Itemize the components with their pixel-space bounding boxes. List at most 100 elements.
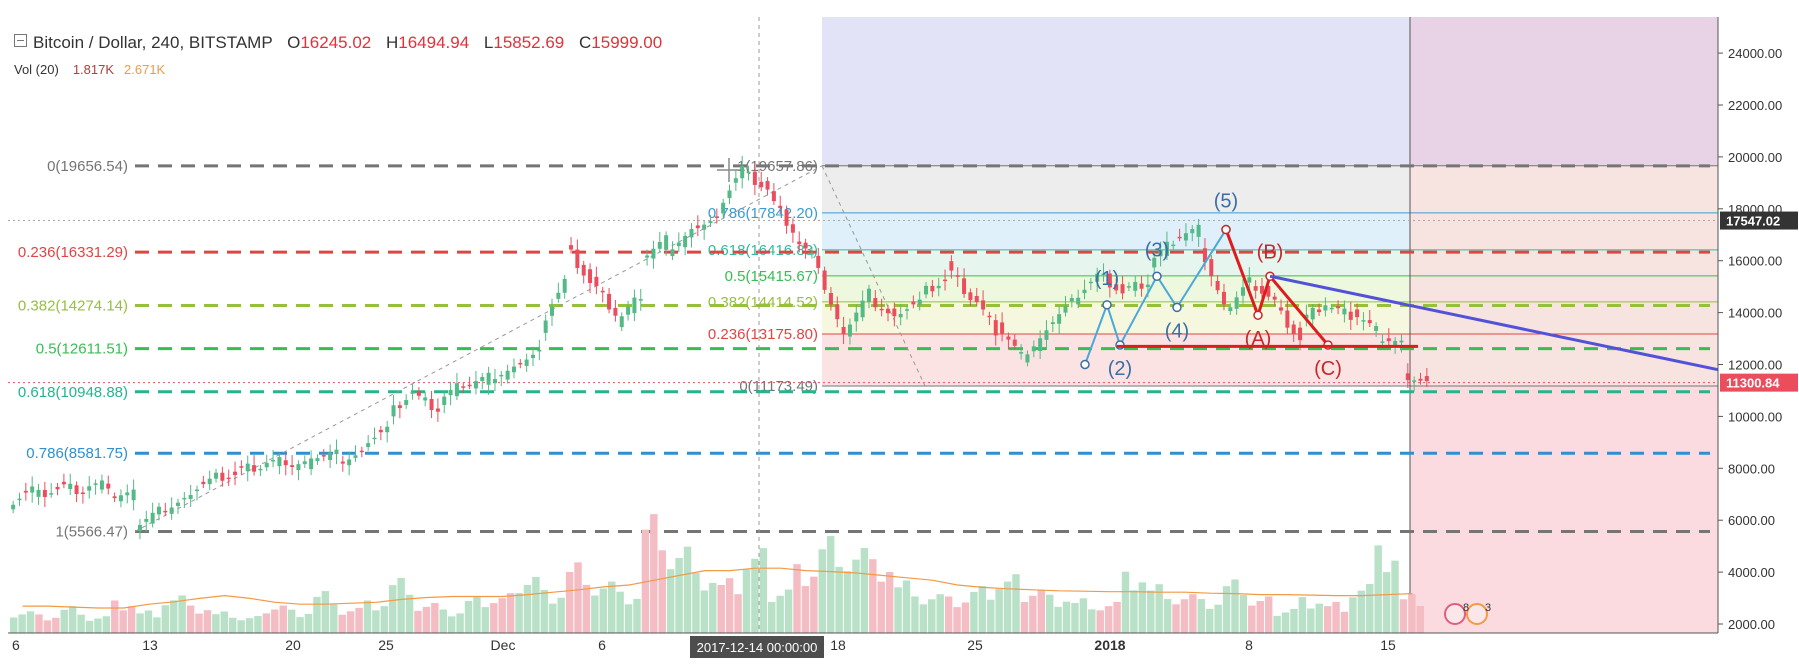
candle-body	[385, 426, 390, 433]
candle-body	[790, 224, 795, 233]
volume-bar	[161, 605, 170, 633]
volume-bar	[52, 617, 60, 633]
candle-body	[581, 264, 586, 276]
volume-bar	[810, 576, 818, 633]
volume-bar	[717, 585, 725, 633]
candle-body	[366, 443, 371, 448]
volume-bar	[414, 610, 422, 633]
volume-bar	[1349, 597, 1357, 633]
volume-bar	[759, 548, 768, 633]
volume-bar	[1399, 599, 1408, 633]
candle-body	[99, 480, 104, 490]
candle-body	[702, 224, 707, 230]
fib-right-label: 0.786(17842.20)	[708, 205, 818, 222]
volume-bar	[1256, 601, 1264, 633]
volume-bar	[1079, 598, 1088, 633]
candle-body	[708, 221, 713, 224]
volume-bar	[1180, 599, 1189, 633]
candle-body	[258, 468, 263, 471]
high-label: H	[385, 33, 399, 52]
volume-bar	[1222, 586, 1231, 633]
volume-bar	[372, 610, 380, 633]
collapse-legend-icon[interactable]	[14, 34, 27, 47]
candle-body	[1190, 229, 1195, 234]
candle-body	[1329, 307, 1334, 310]
candle-body	[556, 292, 561, 299]
volume-bar	[237, 620, 245, 633]
volume-bar	[894, 587, 902, 633]
candle-body	[372, 437, 377, 440]
volume-bar	[178, 595, 186, 633]
volume-label: Vol (20)	[14, 62, 59, 77]
candle-body	[23, 490, 28, 493]
candle-body	[765, 181, 770, 190]
volume-bar	[1113, 601, 1121, 633]
candle-body	[1424, 376, 1429, 382]
volume-bar	[742, 569, 751, 633]
volume-bar	[532, 577, 540, 633]
fib-band	[822, 249, 1410, 276]
price-tick-label: 4000.00	[1728, 565, 1775, 580]
volume-bar	[885, 572, 894, 633]
candle-body	[80, 492, 85, 494]
volume-bar	[1307, 608, 1315, 633]
volume-bar	[271, 609, 279, 633]
candle-body	[404, 400, 409, 405]
price-tick-label: 14000.00	[1728, 306, 1782, 321]
fib-trend-line	[821, 165, 926, 387]
price-tick-label: 20000.00	[1728, 150, 1782, 165]
candle-body	[1038, 338, 1043, 352]
candle-body	[1285, 310, 1290, 328]
candle-body	[1298, 327, 1303, 341]
wave-point	[1102, 300, 1112, 310]
symbol-legend: Bitcoin / Dollar, 240, BITSTAMP O16245.0…	[14, 33, 662, 53]
candle-body	[283, 460, 288, 466]
time-tick-label: 8	[1245, 637, 1253, 653]
candle-body	[974, 295, 979, 302]
wave-point	[1253, 310, 1263, 320]
volume-bar	[540, 589, 549, 633]
volume-bar	[911, 596, 919, 633]
candle-body	[600, 290, 605, 293]
volume-bar	[506, 593, 515, 633]
candle-body	[391, 405, 396, 417]
volume-bar	[321, 591, 330, 633]
wave-point	[1152, 271, 1162, 282]
volume-bar	[422, 606, 431, 633]
volume-bar	[1121, 571, 1130, 633]
volume-bar	[43, 620, 52, 633]
volume-bar	[203, 610, 212, 633]
volume-bar	[944, 596, 953, 633]
candle-body	[905, 309, 910, 311]
candle-body	[214, 472, 219, 479]
volume-bar	[734, 594, 742, 633]
fib-band-right	[1410, 301, 1718, 335]
candle-body	[87, 486, 92, 491]
candle-body	[220, 472, 225, 481]
candle-body	[594, 276, 599, 287]
volume-bar	[1189, 594, 1197, 633]
volume-bar	[608, 581, 616, 633]
volume-bar	[153, 617, 161, 633]
candle-body	[1082, 289, 1087, 294]
low-value: 15852.69	[493, 33, 565, 52]
candle-body	[752, 171, 757, 185]
candle-body	[233, 471, 238, 476]
volume-bar	[987, 599, 995, 633]
volume-bar	[431, 602, 439, 633]
candle-body	[1044, 330, 1049, 340]
candle-body	[163, 510, 168, 513]
candle-body	[239, 466, 244, 468]
fib-band-right	[1410, 212, 1718, 250]
volume-bar	[228, 617, 237, 633]
volume-ma-line	[22, 567, 1413, 609]
candle-body	[1272, 296, 1277, 300]
volume-bar	[170, 600, 178, 633]
volume-bar	[1003, 581, 1012, 633]
fib-band	[822, 165, 1410, 213]
candle-body	[511, 366, 516, 373]
fib-left-label: 0.236(16331.29)	[18, 244, 128, 261]
candle-body	[1000, 322, 1005, 334]
